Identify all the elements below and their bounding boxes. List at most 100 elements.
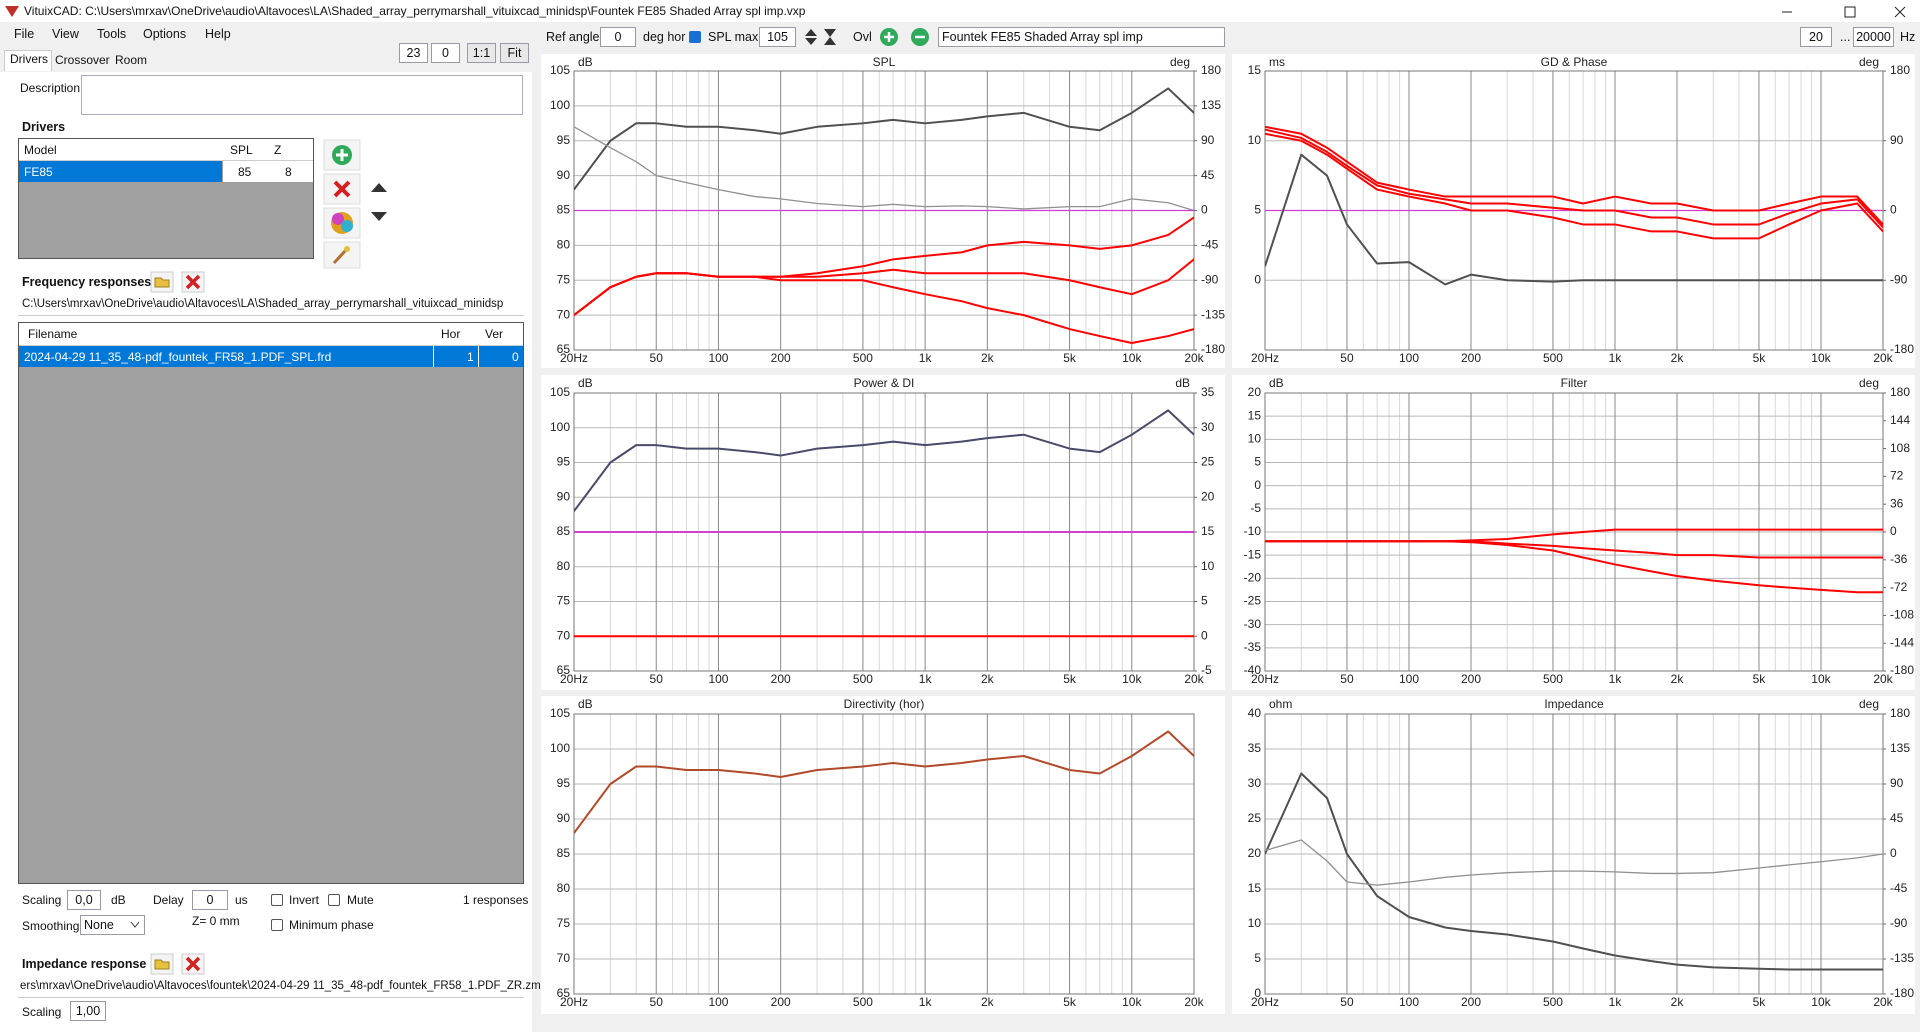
y-axis-unit: ms [1269,55,1285,69]
y-tick-label: 65 [557,986,571,1000]
tab[interactable]: Drivers [10,52,48,66]
x-tick-label: 1k [919,672,933,686]
x-tick-label: 50 [1340,672,1354,686]
x-tick-label: 50 [1340,351,1354,365]
impedance-file-input[interactable] [18,979,524,998]
column-header: SPL [230,143,253,157]
delay-input[interactable]: 0 [192,890,228,910]
y-tick-label: 40 [1248,706,1262,720]
y-tick-label: 75 [557,272,571,286]
menu-item[interactable]: Tools [97,27,127,41]
app-icon [5,6,19,17]
dropdown-arrow [130,921,140,928]
y2-tick-label: 45 [1201,168,1215,182]
driver-buttons[interactable] [322,138,402,270]
y-axis-unit: ohm [1269,697,1292,711]
offset-input[interactable]: 0 [431,43,460,63]
y-tick-label: -5 [1250,501,1261,515]
y2-tick-label: 135 [1890,741,1910,755]
x-tick-label: 2k [1671,351,1685,365]
description-input[interactable] [81,75,523,115]
x-tick-label: 20Hz [1251,351,1279,365]
tab[interactable]: Room [115,53,148,67]
y-tick-label: 85 [557,524,571,538]
y2-tick-label: -180 [1201,342,1225,356]
ref-angle-input[interactable]: 0 [600,27,636,47]
responses-table [18,322,524,884]
mute-checkbox[interactable] [328,894,340,906]
menu-item[interactable]: Help [205,27,231,41]
freq-unit: Hz [1900,30,1916,44]
cell-divider [433,346,434,367]
x-tick-label: 1k [919,351,933,365]
menu-item[interactable]: View [52,27,79,41]
x-tick-label: 5k [1753,672,1767,686]
scaling-input[interactable]: 0,0 [67,890,101,910]
x-tick-label: 200 [771,672,791,686]
minimum-phase-checkbox[interactable] [271,919,283,931]
x-tick-label: 100 [1399,672,1419,686]
project-input[interactable]: Fountek FE85 Shaded Array spl imp [938,27,1225,47]
y-tick-label: 70 [557,307,571,321]
chart-panel [1232,696,1915,1014]
y-tick-label: 15 [1248,63,1262,77]
y-tick-label: 75 [557,594,571,608]
y2-tick-label: 0 [1201,628,1208,642]
freq-min-input[interactable]: 20 [1800,27,1832,47]
zoom-input[interactable]: 23 [399,43,428,63]
y2-tick-label: 108 [1890,441,1910,455]
y-tick-label: 80 [557,559,571,573]
tab[interactable]: Crossover [55,53,110,67]
invert-checkbox[interactable] [271,894,283,906]
minimum-phase-label: Minimum phase [289,918,374,932]
y-tick-label: 65 [557,663,571,677]
y2-tick-label: 72 [1890,469,1904,483]
window-controls[interactable] [1770,2,1920,22]
y-axis-unit: dB [578,697,593,711]
impedance-buttons[interactable] [150,952,206,976]
fr-buttons[interactable] [150,270,206,294]
column-header: Z [274,143,282,157]
selected-row[interactable] [19,346,523,367]
series-line [1265,839,1883,886]
y-tick-label: 85 [557,846,571,860]
y2-tick-label: 0 [1890,524,1897,538]
overlay-buttons[interactable] [879,27,939,47]
y-tick-label: 95 [557,455,571,469]
selected-row[interactable] [19,161,222,182]
freq-max-input[interactable]: 20000 [1853,27,1894,47]
series-line [1265,125,1883,226]
y-tick-label: 85 [557,203,571,217]
y-tick-label: -30 [1244,617,1262,631]
scaling-input[interactable]: 1,00 [70,1001,106,1021]
y-tick-label: 105 [550,63,570,77]
description-label: Description [20,81,81,95]
series-line [574,87,1194,191]
ref-angle-label: Ref angle [546,30,600,44]
x-tick-label: 500 [853,672,873,686]
invert-label: Invert [289,893,320,907]
y-tick-label: 5 [1254,951,1261,965]
menu-item[interactable]: Options [143,27,187,41]
y2-tick-label: 20 [1201,489,1215,503]
ref-angle-unit: deg hor [643,30,686,44]
y-tick-label: 100 [550,420,570,434]
smoothing-select[interactable]: None [80,915,145,935]
menu-item[interactable]: File [14,27,35,41]
row-cells [223,161,313,182]
delay-label: Delay [153,893,184,907]
mute-label: Mute [347,893,374,907]
x-tick-label: 1k [919,995,933,1009]
y2-tick-label: -180 [1890,986,1914,1000]
fit-button[interactable]: Fit [500,43,529,63]
ratio-button[interactable]: 1:1 [467,43,496,63]
tab-active [4,50,52,71]
y-tick-label: 35 [1248,741,1262,755]
y-tick-label: 15 [1248,881,1262,895]
y-tick-label: 20 [1248,385,1262,399]
spl-max-checkbox[interactable] [689,31,701,43]
spin-buttons[interactable] [802,27,842,47]
spl-max-input[interactable]: 105 [759,27,796,47]
folder-input[interactable] [18,297,524,316]
